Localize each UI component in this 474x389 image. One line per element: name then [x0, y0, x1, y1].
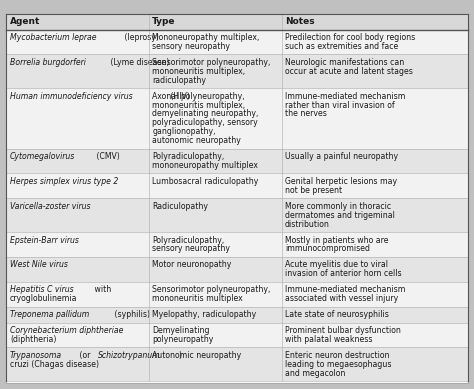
- Text: Prominent bulbar dysfunction: Prominent bulbar dysfunction: [285, 326, 401, 335]
- Text: (CMV): (CMV): [94, 152, 120, 161]
- Text: Usually a painful neuropathy: Usually a painful neuropathy: [285, 152, 398, 161]
- Bar: [6, 14, 468, 30]
- Text: Herpes simplex virus type 2: Herpes simplex virus type 2: [10, 177, 118, 186]
- Text: sensory neuropathy: sensory neuropathy: [152, 244, 230, 253]
- Text: Genital herpetic lesions may: Genital herpetic lesions may: [285, 177, 397, 186]
- Text: mononeuritis multiplex,: mononeuritis multiplex,: [152, 67, 245, 76]
- Text: Varicella-zoster virus: Varicella-zoster virus: [10, 202, 91, 211]
- Bar: [6, 347, 468, 381]
- Text: West Nile virus: West Nile virus: [10, 260, 68, 270]
- Text: mononeuritis multiplex: mononeuritis multiplex: [152, 294, 243, 303]
- Text: (syphilis): (syphilis): [112, 310, 150, 319]
- Text: ganglionopathy,: ganglionopathy,: [152, 127, 216, 136]
- Text: associated with vessel injury: associated with vessel injury: [285, 294, 398, 303]
- Text: Immune-mediated mechanism: Immune-mediated mechanism: [285, 92, 405, 101]
- Text: immunocompromised: immunocompromised: [285, 244, 370, 253]
- Text: Notes: Notes: [285, 17, 314, 26]
- Text: and megacolon: and megacolon: [285, 369, 345, 378]
- Text: not be present: not be present: [285, 186, 342, 195]
- Text: (HIV): (HIV): [168, 92, 190, 101]
- Text: Polyradiculopathy,: Polyradiculopathy,: [152, 152, 224, 161]
- Text: Axonal polyneuropathy,: Axonal polyneuropathy,: [152, 92, 245, 101]
- Text: demyelinating neuropathy,: demyelinating neuropathy,: [152, 109, 258, 119]
- Bar: [6, 282, 468, 307]
- Text: radiculopathy: radiculopathy: [152, 76, 206, 85]
- Text: the nerves: the nerves: [285, 109, 327, 119]
- Text: Trypanosoma: Trypanosoma: [10, 351, 62, 360]
- Text: Polyradiculopathy,: Polyradiculopathy,: [152, 235, 224, 245]
- Text: occur at acute and latent stages: occur at acute and latent stages: [285, 67, 413, 76]
- Bar: [6, 232, 468, 257]
- Bar: [6, 88, 468, 149]
- Text: autonomic neuropathy: autonomic neuropathy: [152, 136, 241, 145]
- Text: (diphtheria): (diphtheria): [10, 335, 56, 344]
- Bar: [6, 257, 468, 282]
- Text: polyneuropathy: polyneuropathy: [152, 335, 213, 344]
- Text: Mostly in patients who are: Mostly in patients who are: [285, 235, 388, 245]
- Text: Autonomic neuropathy: Autonomic neuropathy: [152, 351, 241, 360]
- Text: sensory neuropathy: sensory neuropathy: [152, 42, 230, 51]
- Text: (leprosy): (leprosy): [121, 33, 158, 42]
- Text: dermatomes and trigeminal: dermatomes and trigeminal: [285, 211, 395, 220]
- Text: Late state of neurosyphilis: Late state of neurosyphilis: [285, 310, 389, 319]
- Text: (Lyme disease): (Lyme disease): [108, 58, 169, 67]
- Bar: [6, 322, 468, 347]
- Text: Immune-mediated mechanism: Immune-mediated mechanism: [285, 285, 405, 294]
- Text: Schizotrypanum: Schizotrypanum: [98, 351, 160, 360]
- Bar: [6, 149, 468, 173]
- Text: Acute myelitis due to viral: Acute myelitis due to viral: [285, 260, 388, 270]
- Bar: [6, 198, 468, 232]
- Text: distribution: distribution: [285, 219, 330, 229]
- Text: (or: (or: [77, 351, 93, 360]
- Text: rather than viral invasion of: rather than viral invasion of: [285, 101, 394, 110]
- Text: Demyelinating: Demyelinating: [152, 326, 210, 335]
- Text: Treponema pallidum: Treponema pallidum: [10, 310, 89, 319]
- Text: ): ): [179, 351, 182, 360]
- Bar: [6, 173, 468, 198]
- Text: Human immunodeficiency virus: Human immunodeficiency virus: [10, 92, 133, 101]
- Bar: [6, 54, 468, 88]
- Text: Neurologic manifestations can: Neurologic manifestations can: [285, 58, 404, 67]
- Text: polyradiculopathy, sensory: polyradiculopathy, sensory: [152, 118, 258, 127]
- Text: such as extremities and face: such as extremities and face: [285, 42, 398, 51]
- Bar: [6, 307, 468, 322]
- Text: Type: Type: [152, 17, 176, 26]
- Text: Sensorimotor polyneuropathy,: Sensorimotor polyneuropathy,: [152, 285, 271, 294]
- Text: invasion of anterior horn cells: invasion of anterior horn cells: [285, 269, 401, 278]
- Text: Motor neuronopathy: Motor neuronopathy: [152, 260, 231, 270]
- Text: with: with: [92, 285, 111, 294]
- Text: Radiculopathy: Radiculopathy: [152, 202, 208, 211]
- Text: Sensorimotor polyneuropathy,: Sensorimotor polyneuropathy,: [152, 58, 271, 67]
- Bar: [6, 30, 468, 54]
- Text: Epstein-Barr virus: Epstein-Barr virus: [10, 235, 79, 245]
- Text: More commonly in thoracic: More commonly in thoracic: [285, 202, 391, 211]
- Text: Borrelia burgdorferi: Borrelia burgdorferi: [10, 58, 86, 67]
- Text: Agent: Agent: [10, 17, 40, 26]
- Text: Predilection for cool body regions: Predilection for cool body regions: [285, 33, 415, 42]
- Text: Cytomegalovirus: Cytomegalovirus: [10, 152, 75, 161]
- Text: Lumbosacral radiculopathy: Lumbosacral radiculopathy: [152, 177, 258, 186]
- Text: Hepatitis C virus: Hepatitis C virus: [10, 285, 73, 294]
- Text: Corynebacterium diphtheriae: Corynebacterium diphtheriae: [10, 326, 123, 335]
- Text: cryoglobulinemia: cryoglobulinemia: [10, 294, 77, 303]
- Text: Enteric neuron destruction: Enteric neuron destruction: [285, 351, 389, 360]
- Text: with palatal weakness: with palatal weakness: [285, 335, 373, 344]
- Text: Mycobacterium leprae: Mycobacterium leprae: [10, 33, 96, 42]
- Text: Myelopathy, radiculopathy: Myelopathy, radiculopathy: [152, 310, 256, 319]
- Text: cruzi (Chagas disease): cruzi (Chagas disease): [10, 360, 99, 369]
- Text: mononeuritis multiplex,: mononeuritis multiplex,: [152, 101, 245, 110]
- Text: Mononeuropathy multiplex,: Mononeuropathy multiplex,: [152, 33, 260, 42]
- Text: mononeuropathy multiplex: mononeuropathy multiplex: [152, 161, 258, 170]
- Text: leading to megaesophagus: leading to megaesophagus: [285, 360, 392, 369]
